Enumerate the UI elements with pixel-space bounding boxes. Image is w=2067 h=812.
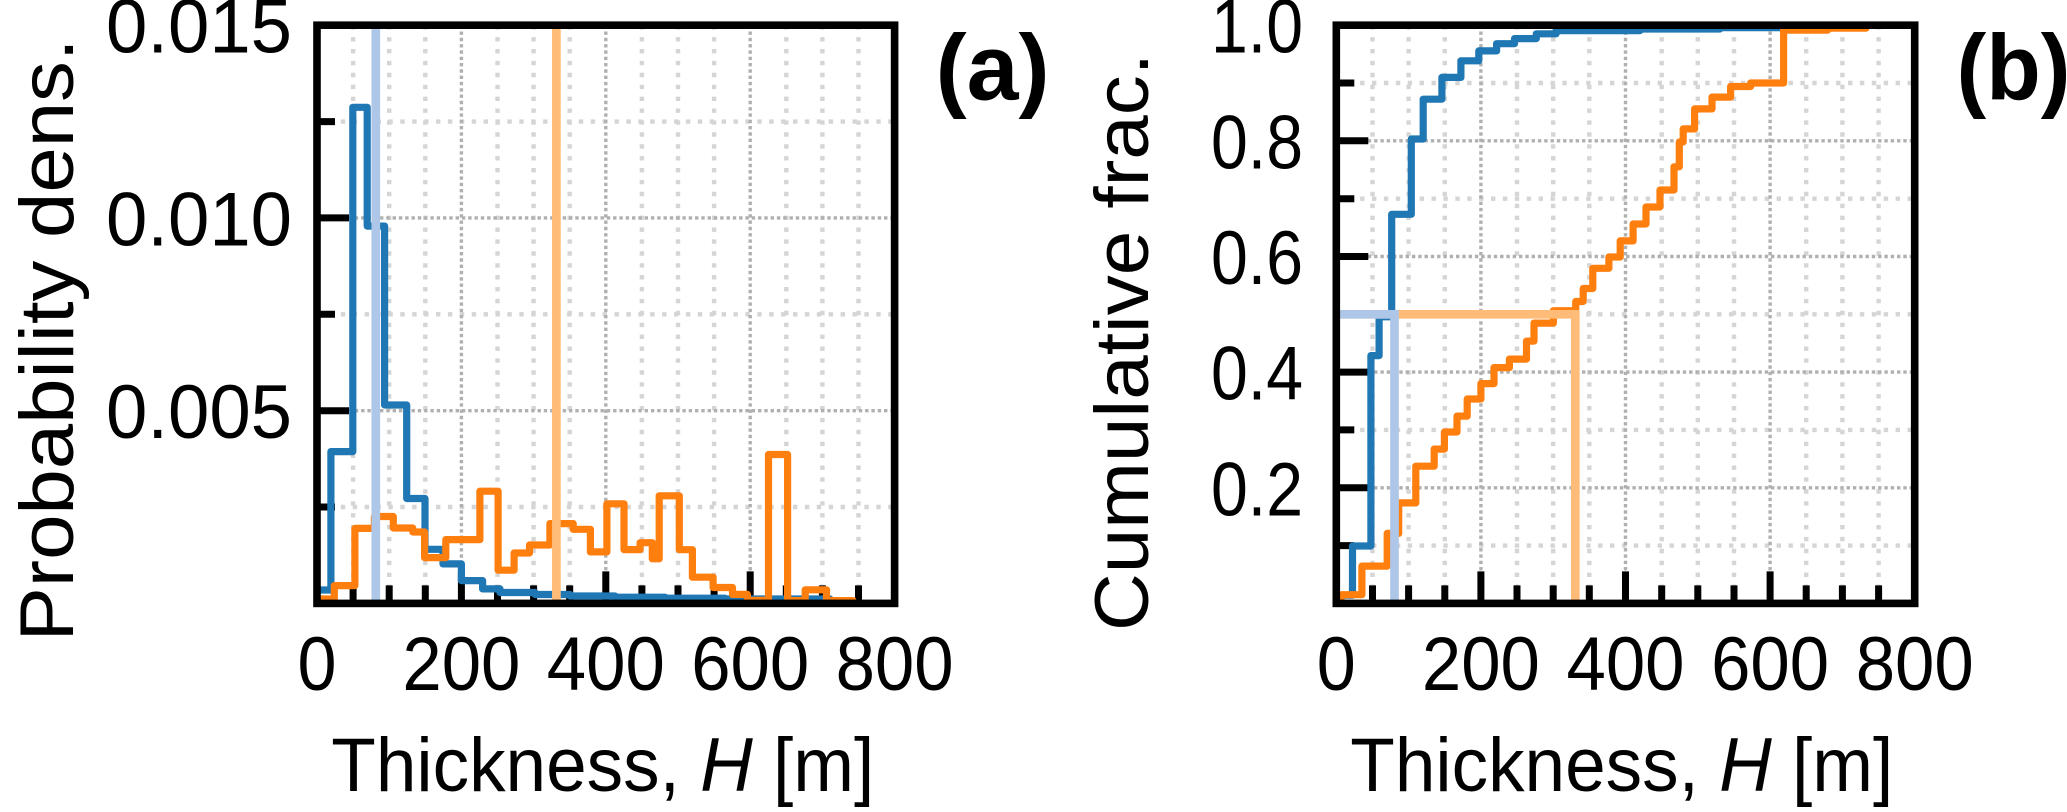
svg-text:200: 200 [402,622,520,707]
svg-text:Thickness, H [m]: Thickness, H [m] [331,723,874,807]
svg-text:400: 400 [547,622,665,707]
svg-text:800: 800 [836,622,954,707]
svg-text:1.0: 1.0 [1211,0,1303,70]
svg-text:0: 0 [298,622,337,707]
svg-text:0.010: 0.010 [106,177,292,262]
svg-text:400: 400 [1567,622,1685,707]
svg-text:600: 600 [691,622,809,707]
svg-text:Thickness, H [m]: Thickness, H [m] [1350,723,1893,807]
svg-text:200: 200 [1422,622,1540,707]
svg-text:0.005: 0.005 [106,370,292,455]
svg-text:Probability dens.: Probability dens. [5,39,90,642]
svg-text:0.015: 0.015 [106,0,292,70]
svg-text:800: 800 [1856,622,1974,707]
svg-text:0.6: 0.6 [1211,216,1303,301]
svg-text:0.2: 0.2 [1211,447,1303,532]
svg-text:0.4: 0.4 [1211,332,1303,417]
svg-text:Cumulative frac.: Cumulative frac. [1080,53,1165,631]
svg-text:(a): (a) [936,16,1050,120]
svg-text:(b): (b) [1957,16,2067,120]
svg-text:0.8: 0.8 [1211,100,1303,185]
svg-text:0: 0 [1317,622,1356,707]
svg-text:600: 600 [1711,622,1829,707]
